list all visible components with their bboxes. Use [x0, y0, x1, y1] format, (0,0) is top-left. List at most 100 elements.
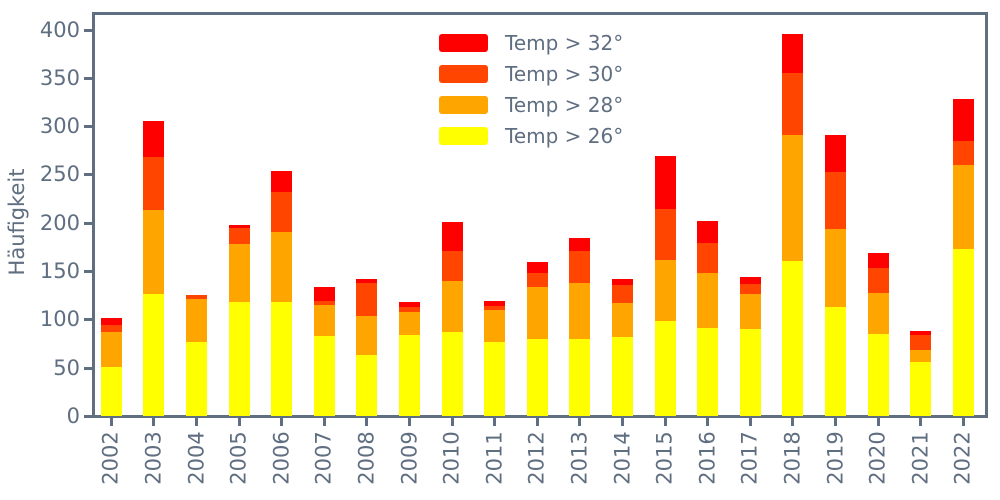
x-tick-mark — [152, 418, 156, 426]
bar-segment-2014 — [612, 337, 633, 417]
bar-segment-2017 — [739, 284, 761, 294]
bar-segment-2009 — [399, 312, 420, 336]
bar-segment-2010 — [441, 251, 463, 282]
y-tick-mark — [84, 76, 92, 80]
y-tick-label: 100 — [39, 307, 80, 332]
bar-segment-2008 — [356, 354, 378, 417]
bar-segment-2005 — [228, 228, 250, 244]
bar-segment-2006 — [271, 192, 293, 232]
x-tick-label-year: 2006 — [269, 431, 294, 485]
bar-segment-2013 — [569, 339, 591, 417]
y-tick-label: 350 — [39, 65, 80, 90]
x-tick-label-year: 2002 — [98, 431, 123, 485]
x-tick-label-year: 2011 — [482, 431, 507, 485]
bar-segment-2018 — [782, 260, 804, 417]
y-tick-mark — [84, 28, 92, 32]
bar-segment-2004 — [186, 294, 207, 299]
x-tick-label-year: 2021 — [908, 431, 933, 485]
legend-swatch — [439, 64, 488, 83]
bar-segment-2018 — [782, 72, 804, 136]
x-tick-mark — [450, 418, 454, 426]
legend-label: Temp > 26° — [505, 123, 624, 148]
x-tick-mark — [834, 418, 837, 426]
bar-segment-2015 — [654, 155, 676, 209]
bar-segment-2013 — [569, 237, 591, 252]
bar-segment-2013 — [569, 283, 591, 340]
bar-segment-2015 — [654, 320, 676, 417]
bar-segment-2022 — [952, 165, 974, 250]
x-tick-mark — [109, 418, 113, 426]
bar-segment-2010 — [441, 222, 463, 252]
bar-segment-2016 — [697, 242, 719, 274]
bar-segment-2008 — [356, 316, 378, 355]
bar-segment-2014 — [612, 279, 633, 286]
x-tick-label-year: 2017 — [737, 431, 762, 485]
bar-segment-2020 — [867, 334, 889, 417]
bar-segment-2022 — [952, 249, 974, 417]
bar-segment-2008 — [356, 283, 378, 316]
legend-label: Temp > 32° — [505, 30, 624, 55]
bar-segment-2017 — [739, 328, 761, 417]
bar-segment-2020 — [867, 253, 889, 268]
x-tick-mark — [365, 418, 369, 426]
bar-segment-2002 — [100, 367, 122, 417]
bar-segment-2006 — [271, 302, 293, 417]
bar-segment-2011 — [484, 300, 506, 307]
bar-segment-2020 — [867, 267, 889, 293]
y-tick-mark — [84, 221, 92, 225]
x-tick-label-year: 2003 — [141, 431, 166, 485]
x-tick-mark — [408, 418, 411, 426]
y-tick-mark — [84, 270, 92, 274]
bar-segment-2015 — [654, 208, 676, 260]
bar-segment-2019 — [825, 307, 846, 417]
bar-segment-2012 — [526, 339, 548, 417]
x-tick-mark — [535, 418, 539, 426]
bar-segment-2007 — [313, 300, 335, 306]
x-tick-mark — [748, 418, 752, 426]
x-tick-mark — [322, 418, 326, 426]
bar-segment-2005 — [228, 225, 250, 229]
bar-segment-2019 — [825, 135, 846, 173]
x-tick-label-year: 2005 — [226, 431, 251, 485]
bar-segment-2011 — [484, 306, 506, 311]
x-tick-mark — [280, 418, 284, 426]
x-tick-mark — [578, 418, 582, 426]
bar-segment-2019 — [825, 172, 846, 230]
bar-segment-2002 — [100, 317, 122, 325]
y-tick-mark — [84, 173, 92, 177]
legend-swatch — [439, 33, 488, 52]
x-tick-label-year: 2010 — [439, 431, 464, 485]
bar-segment-2005 — [228, 243, 250, 302]
bar-segment-2017 — [739, 277, 761, 285]
bar-segment-2014 — [612, 303, 633, 338]
bar-segment-2022 — [952, 141, 974, 166]
y-tick-label: 400 — [39, 17, 80, 42]
x-tick-label-year: 2013 — [567, 431, 592, 485]
x-tick-mark — [791, 418, 795, 426]
x-tick-mark — [919, 418, 923, 426]
axis-spine-left — [92, 12, 95, 418]
x-tick-label-year: 2022 — [950, 431, 975, 485]
x-tick-label-year: 2007 — [311, 431, 336, 485]
axis-spine-bottom — [92, 415, 988, 418]
bar-segment-2018 — [782, 135, 804, 261]
y-tick-label: 0 — [66, 404, 80, 428]
bar-segment-2021 — [910, 349, 932, 363]
bar-segment-2003 — [143, 293, 165, 417]
y-tick-mark — [84, 415, 92, 418]
bar-segment-2020 — [867, 292, 889, 335]
bar-segment-2021 — [910, 362, 932, 417]
bar-segment-2014 — [612, 285, 633, 304]
bar-segment-2007 — [313, 287, 335, 301]
x-tick-label-year: 2016 — [695, 431, 720, 485]
y-tick-label: 300 — [39, 114, 80, 139]
y-tick-label: 150 — [39, 259, 80, 284]
bar-segment-2002 — [100, 332, 122, 368]
bar-segment-2018 — [782, 33, 804, 73]
x-tick-label-year: 2015 — [652, 431, 677, 485]
legend-swatch — [439, 126, 488, 145]
axis-spine-top — [92, 12, 988, 15]
bar-segment-2009 — [399, 301, 420, 308]
y-tick-mark — [84, 318, 92, 322]
